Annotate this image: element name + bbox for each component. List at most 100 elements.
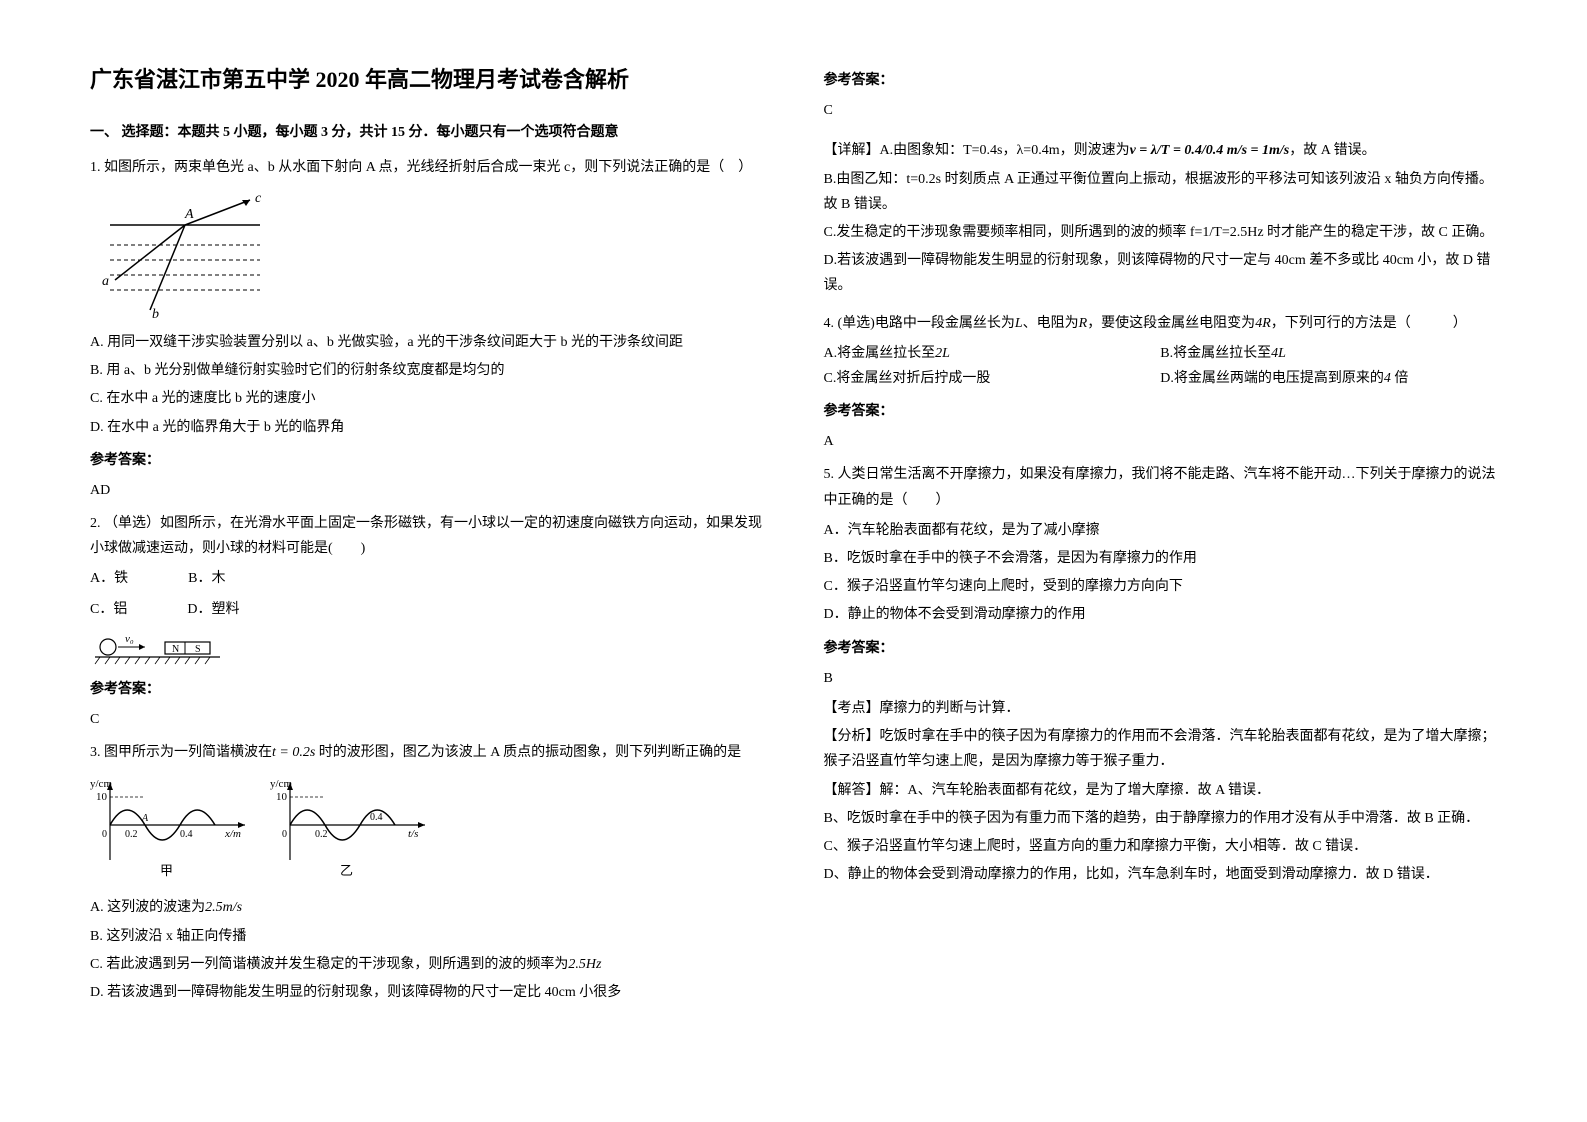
q2-text: 2. （单选）如图所示，在光滑水平面上固定一条形磁铁，有一小球以一定的初速度向磁… (90, 511, 764, 561)
q1-opt-b: B. 用 a、b 光分别做单缝衍射实验时它们的衍射条纹宽度都是均匀的 (90, 358, 764, 383)
q4-answer-label: 参考答案： (824, 399, 1498, 424)
svg-text:0.4: 0.4 (180, 829, 193, 840)
q5-text: 5. 人类日常生活离不开摩擦力，如果没有摩擦力，我们将不能走路、汽车将不能开动…… (824, 462, 1498, 512)
svg-text:A: A (184, 207, 194, 222)
q3-opt-a: A. 这列波的波速为2.5m/s (90, 895, 764, 920)
page-title: 广东省湛江市第五中学 2020 年高二物理月考试卷含解析 (90, 60, 764, 100)
q3-text-part1: 3. 图甲所示为一列简谐横波在 (90, 745, 272, 760)
svg-text:v₀: v₀ (125, 633, 134, 645)
q2-opt-c: C．铝 (90, 597, 127, 622)
q4-text: 4. (单选)电路中一段金属丝长为L、电阻为R，要使这段金属丝电阻变为4R，下列… (824, 311, 1498, 336)
question-3: 3. 图甲所示为一列简谐横波在t = 0.2s 时的波形图，图乙为该波上 A 质… (90, 740, 764, 1005)
svg-text:y/cm: y/cm (270, 778, 292, 790)
q5-jieda-b: B、吃饭时拿在手中的筷子因为有重力而下落的趋势，由于静摩擦力的作用才没有从手中滑… (824, 806, 1498, 831)
q1-opt-a: A. 用同一双缝干涉实验装置分别以 a、b 光做实验，a 光的干涉条纹间距大于 … (90, 330, 764, 355)
q1-diagram: A c a b (90, 190, 764, 320)
q3-detail-a: 【详解】A.由图象知：T=0.4s，λ=0.4m，则波速为v = λ/T = 0… (824, 138, 1498, 163)
q5-jieda-d: D、静止的物体会受到滑动摩擦力的作用，比如，汽车急刹车时，地面受到滑动摩擦力．故… (824, 862, 1498, 887)
q5-opt-a: A．汽车轮胎表面都有花纹，是为了减小摩擦 (824, 518, 1498, 543)
svg-text:a: a (102, 274, 109, 289)
q5-answer-label: 参考答案： (824, 636, 1498, 661)
q2-opt-d: D．塑料 (187, 597, 239, 622)
q5-jieda-c: C、猴子沿竖直竹竿匀速上爬时，竖直方向的重力和摩擦力平衡，大小相等．故 C 错误… (824, 834, 1498, 859)
q3-answer-label: 参考答案： (824, 68, 1498, 93)
q3-opt-c: C. 若此波遇到另一列简谐横波并发生稳定的干涉现象，则所遇到的波的频率为2.5H… (90, 952, 764, 977)
q3-opta-val: 2.5m/s (205, 900, 242, 915)
svg-text:乙: 乙 (340, 863, 353, 878)
q3-opt-d: D. 若该波遇到一障碍物能发生明显的衍射现象，则该障碍物的尺寸一定比 40cm … (90, 980, 764, 1005)
q1-opt-d: D. 在水中 a 光的临界角大于 b 光的临界角 (90, 415, 764, 440)
q3-formula: t = 0.2s (272, 745, 315, 760)
svg-text:0.2: 0.2 (315, 829, 328, 840)
right-column: 参考答案： C 【详解】A.由图象知：T=0.4s，λ=0.4m，则波速为v =… (794, 60, 1528, 1062)
q3-detail-a-post: ，故 A 错误。 (1289, 143, 1375, 158)
svg-text:10: 10 (276, 791, 288, 803)
q4-opt-a: A.将金属丝拉长至2L (824, 341, 1161, 366)
q3-detail-c: C.发生稳定的干涉现象需要频率相同，则所遇到的波的频率 f=1/T=2.5Hz … (824, 220, 1498, 245)
q4-opt-b: B.将金属丝拉长至4L (1160, 341, 1497, 366)
q4-opt-d: D.将金属丝两端的电压提高到原来的4 倍 (1160, 366, 1497, 391)
svg-text:0: 0 (282, 829, 287, 840)
q2-opts-row2: C．铝 D．塑料 (90, 597, 764, 622)
q5-answer: B (824, 666, 1498, 691)
q4-opta-val: 2L (935, 346, 950, 361)
q2-opt-b: B．木 (188, 566, 225, 591)
q4-optd-post: 倍 (1391, 371, 1409, 386)
svg-text:10: 10 (96, 791, 108, 803)
q3-detail-b: B.由图乙知：t=0.2s 时刻质点 A 正通过平衡位置向上振动，根据波形的平移… (824, 167, 1498, 217)
q1-answer-label: 参考答案： (90, 448, 764, 473)
q4-R: R (1079, 316, 1088, 331)
q5-opt-c: C．猴子沿竖直竹竿匀速向上爬时，受到的摩擦力方向向下 (824, 574, 1498, 599)
svg-text:N: N (172, 644, 179, 655)
svg-text:x/m: x/m (224, 828, 241, 840)
q4-answer: A (824, 429, 1498, 454)
q4-4R: 4R (1255, 316, 1271, 331)
svg-text:S: S (195, 644, 201, 655)
q4-opts-row2: C.将金属丝对折后拧成一股 D.将金属丝两端的电压提高到原来的4 倍 (824, 366, 1498, 391)
svg-text:0: 0 (102, 829, 107, 840)
q1-answer: AD (90, 478, 764, 503)
q4-opts-row1: A.将金属丝拉长至2L B.将金属丝拉长至4L (824, 341, 1498, 366)
q3-opta-pre: A. 这列波的波速为 (90, 900, 205, 915)
svg-text:A: A (141, 813, 149, 824)
q4-opt-c: C.将金属丝对折后拧成一股 (824, 366, 1161, 391)
q4-optd-pre: D.将金属丝两端的电压提高到原来的 (1160, 371, 1384, 386)
q5-opt-d: D．静止的物体不会受到滑动摩擦力的作用 (824, 602, 1498, 627)
q5-fenxi: 【分析】吃饭时拿在手中的筷子因为有摩擦力的作用而不会滑落．汽车轮胎表面都有花纹，… (824, 724, 1498, 774)
svg-text:y/cm: y/cm (90, 778, 112, 790)
q4-L: L (1015, 316, 1023, 331)
q4-optd-val: 4 (1384, 371, 1391, 386)
q4-text-pre: 4. (单选)电路中一段金属丝长为 (824, 316, 1015, 331)
q4-mid2: ，要使这段金属丝电阻变为 (1087, 316, 1255, 331)
svg-text:甲: 甲 (160, 863, 173, 878)
q4-optb-val: 4L (1271, 346, 1286, 361)
q2-opt-a: A．铁 (90, 566, 128, 591)
q2-answer-label: 参考答案： (90, 677, 764, 702)
q2-opts-row1: A．铁 B．木 (90, 566, 764, 591)
q3-text: 3. 图甲所示为一列简谐横波在t = 0.2s 时的波形图，图乙为该波上 A 质… (90, 740, 764, 765)
svg-text:c: c (255, 191, 262, 206)
q3-detail-a-pre: 【详解】A.由图象知：T=0.4s，λ=0.4m，则波速为 (824, 143, 1130, 158)
svg-text:0.2: 0.2 (125, 829, 138, 840)
question-2: 2. （单选）如图所示，在光滑水平面上固定一条形磁铁，有一小球以一定的初速度向磁… (90, 511, 764, 732)
q3-optc-val: 2.5Hz (568, 957, 601, 972)
q1-opt-c: C. 在水中 a 光的速度比 b 光的速度小 (90, 386, 764, 411)
svg-text:t/s: t/s (408, 828, 418, 840)
q3-optc-pre: C. 若此波遇到另一列简谐横波并发生稳定的干涉现象，则所遇到的波的频率为 (90, 957, 568, 972)
q5-opt-b: B．吃饭时拿在手中的筷子不会滑落，是因为有摩擦力的作用 (824, 546, 1498, 571)
q3-text-part2: 时的波形图，图乙为该波上 A 质点的振动图象，则下列判断正确的是 (315, 745, 741, 760)
q3-diagram: y/cm 10 x/m 0.2 A 0.4 0 甲 y/cm (90, 775, 764, 885)
q2-diagram: v₀ N S (90, 632, 764, 667)
q4-opta-pre: A.将金属丝拉长至 (824, 346, 936, 361)
q3-detail-d: D.若该波遇到一障碍物能发生明显的衍射现象，则该障碍物的尺寸一定与 40cm 差… (824, 248, 1498, 298)
svg-text:0.4: 0.4 (370, 812, 383, 823)
question-4: 4. (单选)电路中一段金属丝长为L、电阻为R，要使这段金属丝电阻变为4R，下列… (824, 311, 1498, 455)
q3-opt-b: B. 这列波沿 x 轴正向传播 (90, 924, 764, 949)
q2-answer: C (90, 707, 764, 732)
q3-detail-a-formula: v = λ/T = 0.4/0.4 m/s = 1m/s (1130, 143, 1290, 158)
q5-jieda-a: 【解答】解：A、汽车轮胎表面都有花纹，是为了增大摩擦．故 A 错误． (824, 778, 1498, 803)
q4-optb-pre: B.将金属丝拉长至 (1160, 346, 1271, 361)
question-5: 5. 人类日常生活离不开摩擦力，如果没有摩擦力，我们将不能走路、汽车将不能开动…… (824, 462, 1498, 887)
question-1: 1. 如图所示，两束单色光 a、b 从水面下射向 A 点，光线经折射后合成一束光… (90, 155, 764, 503)
q4-mid1: 、电阻为 (1023, 316, 1079, 331)
